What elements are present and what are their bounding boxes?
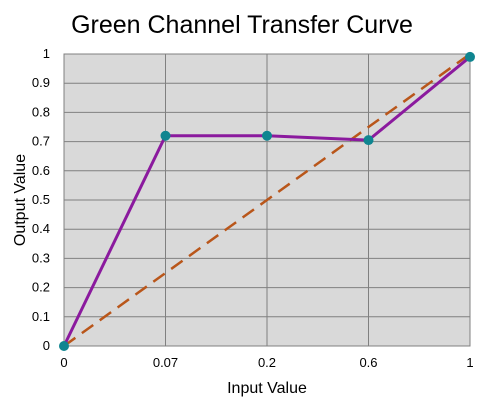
series-group bbox=[59, 51, 475, 351]
x-axis-label: Input Value bbox=[227, 380, 307, 397]
y-tick-label: 0.7 bbox=[32, 134, 50, 149]
y-tick-label: 0.1 bbox=[32, 309, 50, 324]
data-point bbox=[160, 130, 171, 141]
y-tick-label: 0.6 bbox=[32, 163, 50, 178]
x-tick-label: 0 bbox=[60, 355, 67, 370]
y-tick-label: 0.2 bbox=[32, 280, 50, 295]
grid bbox=[64, 54, 470, 346]
x-tick-label: 0.07 bbox=[153, 355, 178, 370]
y-tick-label: 1 bbox=[43, 46, 50, 61]
data-point bbox=[465, 51, 475, 62]
x-tick-label: 0.6 bbox=[359, 355, 377, 370]
y-tick-label: 0.5 bbox=[32, 192, 50, 207]
tick-labels: 0 0.1 0.2 0.3 0.4 0.5 0.6 0.7 0.8 0.9 1 0 0.07 0.2 0.6… bbox=[32, 46, 474, 370]
data-point bbox=[59, 341, 69, 351]
y-tick-label: 0.4 bbox=[32, 221, 50, 236]
data-point bbox=[363, 135, 374, 146]
data-point bbox=[262, 130, 272, 141]
y-tick-label: 0.8 bbox=[32, 104, 50, 119]
x-tick-label: 0.2 bbox=[258, 355, 276, 370]
y-tick-label: 0 bbox=[43, 338, 50, 353]
y-axis-label: Output Value bbox=[12, 154, 29, 246]
y-tick-label: 0.3 bbox=[32, 250, 50, 265]
chart-title: Green Channel Transfer Curve bbox=[71, 11, 413, 39]
y-tick-label: 0.9 bbox=[32, 75, 50, 90]
reference-line bbox=[63, 52, 471, 348]
x-tick-label: 1 bbox=[466, 355, 473, 370]
